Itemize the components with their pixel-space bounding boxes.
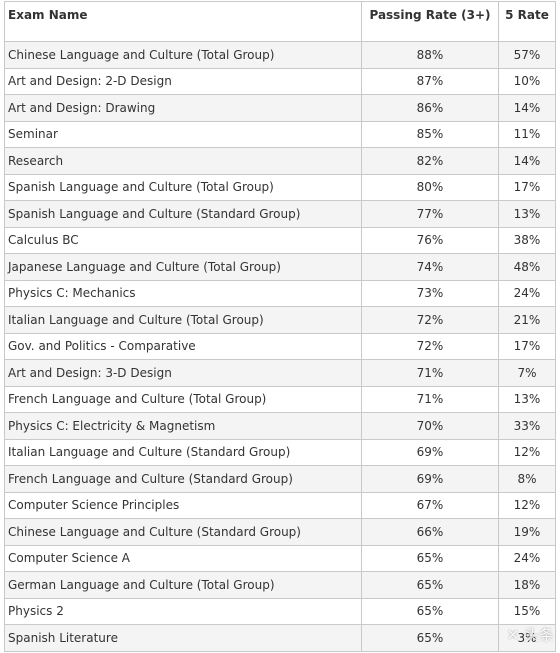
passing-rate-cell: 65%: [361, 544, 499, 572]
five-rate-cell: 12%: [498, 491, 556, 519]
exam-name-cell: Chinese Language and Culture (Standard G…: [4, 518, 362, 546]
table-row: Research 82% 14%: [4, 147, 556, 175]
five-rate-cell: 17%: [498, 332, 556, 360]
five-rate-cell: 38%: [498, 226, 556, 254]
five-rate-cell: 33%: [498, 412, 556, 440]
exam-name-cell: Physics C: Electricity & Magnetism: [4, 412, 362, 440]
five-rate-cell: 15%: [498, 597, 556, 625]
table-row: Physics 2 65% 15%: [4, 597, 556, 625]
exam-name-cell: Research: [4, 147, 362, 175]
table-row: Gov. and Politics - Comparative 72% 17%: [4, 332, 556, 360]
exam-name-cell: Computer Science A: [4, 544, 362, 572]
five-rate-cell: 8%: [498, 465, 556, 493]
five-rate-cell: 24%: [498, 279, 556, 307]
five-rate-cell: 12%: [498, 438, 556, 466]
five-rate-cell: 57%: [498, 41, 556, 69]
five-rate-cell: 10%: [498, 67, 556, 95]
table-row: Spanish Language and Culture (Standard G…: [4, 200, 556, 228]
passing-rate-cell: 86%: [361, 94, 499, 122]
passing-rate-cell: 71%: [361, 385, 499, 413]
five-rate-cell: 14%: [498, 147, 556, 175]
passing-rate-cell: 69%: [361, 438, 499, 466]
five-rate-cell: 3%: [498, 624, 556, 652]
exam-name-cell: German Language and Culture (Total Group…: [4, 571, 362, 599]
passing-rate-cell: 77%: [361, 200, 499, 228]
table-row: Art and Design: Drawing 86% 14%: [4, 94, 556, 122]
passing-rate-cell: 88%: [361, 41, 499, 69]
passing-rate-cell: 65%: [361, 571, 499, 599]
table-body: Chinese Language and Culture (Total Grou…: [4, 41, 556, 652]
table-row: Japanese Language and Culture (Total Gro…: [4, 253, 556, 281]
passing-rate-cell: 82%: [361, 147, 499, 175]
exam-name-cell: Art and Design: 3-D Design: [4, 359, 362, 387]
passing-rate-cell: 66%: [361, 518, 499, 546]
passing-rate-cell: 65%: [361, 597, 499, 625]
table-row: Spanish Literature 65% 3%: [4, 624, 556, 652]
exam-name-cell: Chinese Language and Culture (Total Grou…: [4, 41, 362, 69]
passing-rate-cell: 73%: [361, 279, 499, 307]
table-header: Exam Name Passing Rate (3+) 5 Rate: [4, 1, 556, 42]
table-row: Italian Language and Culture (Standard G…: [4, 438, 556, 466]
table-row: French Language and Culture (Standard Gr…: [4, 465, 556, 493]
table-row: Chinese Language and Culture (Standard G…: [4, 518, 556, 546]
exam-name-cell: Spanish Literature: [4, 624, 362, 652]
exam-pass-rate-table: Exam Name Passing Rate (3+) 5 Rate Chine…: [4, 1, 556, 652]
exam-name-cell: Gov. and Politics - Comparative: [4, 332, 362, 360]
five-rate-cell: 7%: [498, 359, 556, 387]
table-row: Computer Science Principles 67% 12%: [4, 491, 556, 519]
column-header-passing-rate: Passing Rate (3+): [361, 1, 499, 42]
five-rate-cell: 14%: [498, 94, 556, 122]
table-row: German Language and Culture (Total Group…: [4, 571, 556, 599]
column-header-exam-name: Exam Name: [4, 1, 362, 42]
five-rate-cell: 13%: [498, 385, 556, 413]
exam-name-cell: Physics C: Mechanics: [4, 279, 362, 307]
five-rate-cell: 19%: [498, 518, 556, 546]
passing-rate-cell: 69%: [361, 465, 499, 493]
five-rate-cell: 13%: [498, 200, 556, 228]
passing-rate-cell: 72%: [361, 306, 499, 334]
exam-name-cell: Italian Language and Culture (Standard G…: [4, 438, 362, 466]
exam-name-cell: Art and Design: 2-D Design: [4, 67, 362, 95]
five-rate-cell: 17%: [498, 173, 556, 201]
passing-rate-cell: 76%: [361, 226, 499, 254]
table-row: Spanish Language and Culture (Total Grou…: [4, 173, 556, 201]
passing-rate-cell: 65%: [361, 624, 499, 652]
passing-rate-cell: 71%: [361, 359, 499, 387]
table-row: Calculus BC 76% 38%: [4, 226, 556, 254]
exam-name-cell: Spanish Language and Culture (Total Grou…: [4, 173, 362, 201]
exam-name-cell: Italian Language and Culture (Total Grou…: [4, 306, 362, 334]
header-row: Exam Name Passing Rate (3+) 5 Rate: [4, 1, 556, 42]
column-header-five-rate: 5 Rate: [498, 1, 556, 42]
five-rate-cell: 48%: [498, 253, 556, 281]
table-row: French Language and Culture (Total Group…: [4, 385, 556, 413]
five-rate-cell: 21%: [498, 306, 556, 334]
exam-name-cell: Computer Science Principles: [4, 491, 362, 519]
table-row: Art and Design: 3-D Design 71% 7%: [4, 359, 556, 387]
table-row: Physics C: Mechanics 73% 24%: [4, 279, 556, 307]
exam-name-cell: Spanish Language and Culture (Standard G…: [4, 200, 362, 228]
table-row: Computer Science A 65% 24%: [4, 544, 556, 572]
exam-name-cell: Art and Design: Drawing: [4, 94, 362, 122]
exam-name-cell: French Language and Culture (Total Group…: [4, 385, 362, 413]
table-row: Chinese Language and Culture (Total Grou…: [4, 41, 556, 69]
table-row: Art and Design: 2-D Design 87% 10%: [4, 67, 556, 95]
table-row: Physics C: Electricity & Magnetism 70% 33%: [4, 412, 556, 440]
passing-rate-cell: 72%: [361, 332, 499, 360]
passing-rate-cell: 85%: [361, 120, 499, 148]
exam-name-cell: French Language and Culture (Standard Gr…: [4, 465, 362, 493]
exam-name-cell: Physics 2: [4, 597, 362, 625]
five-rate-cell: 24%: [498, 544, 556, 572]
exam-name-cell: Seminar: [4, 120, 362, 148]
table-row: Seminar 85% 11%: [4, 120, 556, 148]
passing-rate-cell: 87%: [361, 67, 499, 95]
five-rate-cell: 11%: [498, 120, 556, 148]
exam-name-cell: Japanese Language and Culture (Total Gro…: [4, 253, 362, 281]
passing-rate-cell: 80%: [361, 173, 499, 201]
table-row: Italian Language and Culture (Total Grou…: [4, 306, 556, 334]
passing-rate-cell: 74%: [361, 253, 499, 281]
exam-name-cell: Calculus BC: [4, 226, 362, 254]
passing-rate-cell: 70%: [361, 412, 499, 440]
passing-rate-cell: 67%: [361, 491, 499, 519]
five-rate-cell: 18%: [498, 571, 556, 599]
